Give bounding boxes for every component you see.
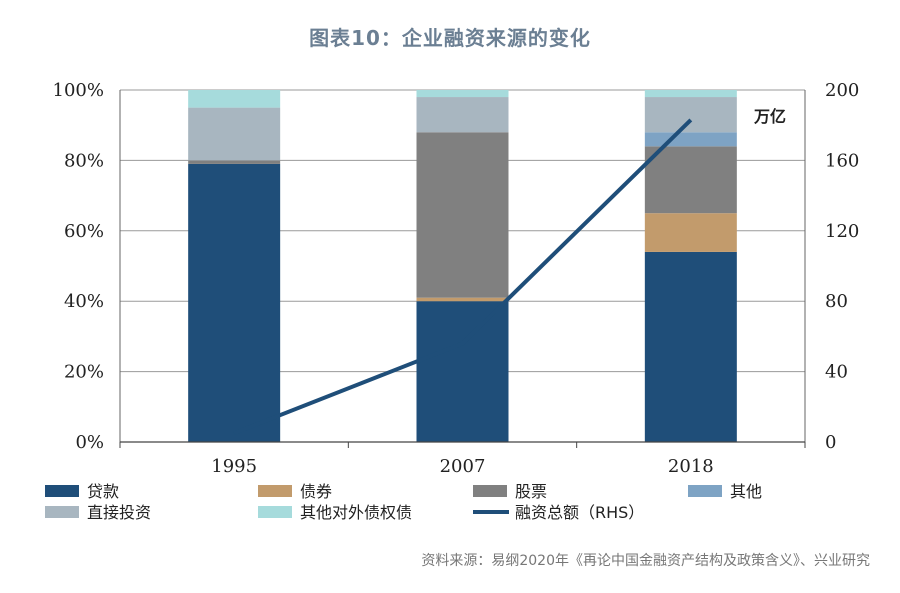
bar-segment-2007	[416, 297, 509, 302]
legend-label: 债券	[300, 482, 332, 501]
bar-segment-1995	[188, 90, 281, 108]
chart-title: 图表10：企业融资来源的变化	[309, 26, 591, 50]
bar-segment-1995	[188, 163, 281, 443]
legend-label: 其他	[730, 482, 762, 501]
y-right-unit-label: 万亿	[753, 107, 786, 126]
bar-segment-2018	[644, 146, 737, 214]
bar-segment-2018	[644, 251, 737, 442]
x-tick-label: 1995	[211, 456, 257, 477]
bar-segment-2007	[416, 97, 509, 133]
total-financing-line	[233, 118, 693, 436]
axes	[119, 90, 806, 448]
legend-label: 其他对外债权债	[300, 503, 412, 522]
y-right-tick-label: 120	[825, 221, 859, 242]
legend-swatch	[45, 506, 79, 518]
bar-segment-2018	[644, 90, 737, 98]
bar-segment-2018	[644, 213, 737, 252]
bar-segment-2007	[416, 301, 509, 442]
bar-segment-1995	[188, 160, 281, 164]
y-right-tick-label: 80	[825, 291, 848, 312]
legend-swatch	[45, 485, 79, 497]
y-left-tick-label: 100%	[53, 80, 104, 101]
legend-swatch	[473, 485, 507, 497]
legend-swatch	[688, 485, 722, 497]
legend-label: 直接投资	[87, 503, 151, 522]
legend-label: 融资总额（RHS）	[515, 503, 644, 522]
x-tick-label: 2018	[668, 456, 714, 477]
bars	[188, 90, 737, 443]
legend-label: 股票	[515, 482, 547, 501]
y-right-tick-label: 40	[825, 362, 848, 383]
line-series	[233, 118, 693, 436]
source-note: 资料来源：易纲2020年《再论中国金融资产结构及政策含义》、兴业研究	[421, 553, 870, 569]
bar-segment-2018	[644, 97, 737, 133]
legend-swatch	[258, 506, 292, 518]
y-left-tick-label: 0%	[75, 432, 104, 453]
y-left-tick-label: 80%	[64, 150, 104, 171]
legend-label: 贷款	[87, 482, 119, 501]
y-right-tick-label: 0	[825, 432, 836, 453]
x-tick-label: 2007	[440, 456, 486, 477]
bar-segment-2007	[416, 90, 509, 98]
bar-segment-2007	[416, 132, 509, 298]
axis-labels: 0% 0 20% 40 40% 80 60% 120 80% 160 100% 200 1995 2007…	[53, 80, 860, 477]
y-right-tick-label: 160	[825, 150, 859, 171]
y-left-tick-label: 20%	[64, 362, 104, 383]
bar-segment-2018	[644, 132, 737, 147]
y-left-tick-label: 60%	[64, 221, 104, 242]
y-left-tick-label: 40%	[64, 291, 104, 312]
bar-segment-1995	[188, 107, 281, 161]
y-right-tick-label: 200	[825, 80, 859, 101]
legend-swatch	[258, 485, 292, 497]
